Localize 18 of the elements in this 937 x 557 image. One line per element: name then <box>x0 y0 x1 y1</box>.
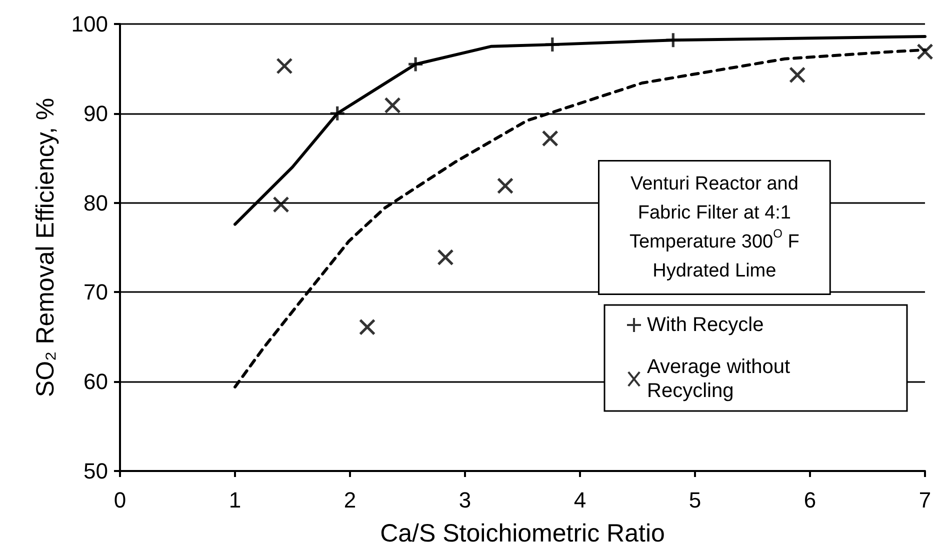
y-axis-title: SO₂ Removal Efficiency, % <box>32 98 60 398</box>
legend-label: With Recycle <box>647 314 764 336</box>
y-tick-label: 80 <box>84 190 108 216</box>
x-axis-title: Ca/S Stoichiometric Ratio <box>380 520 665 548</box>
x-tick-label: 7 <box>918 488 932 512</box>
x-tick-label: 5 <box>688 488 702 512</box>
x-tick-label: 2 <box>344 488 356 512</box>
x-tick-label: 4 <box>574 488 586 512</box>
legend-label: Average without Recycling <box>647 356 796 402</box>
x-tick-label: 6 <box>804 488 816 512</box>
y-tick-label: 90 <box>84 100 108 126</box>
x-tick-label: 3 <box>458 488 472 512</box>
y-tick-label: 100 <box>71 12 108 36</box>
y-tick-label: 50 <box>84 458 108 484</box>
x-tick-label: 0 <box>114 488 126 512</box>
y-tick-label: 70 <box>84 280 108 305</box>
y-tick-label: 60 <box>84 369 108 394</box>
x-tick-label: 1 <box>228 488 242 512</box>
